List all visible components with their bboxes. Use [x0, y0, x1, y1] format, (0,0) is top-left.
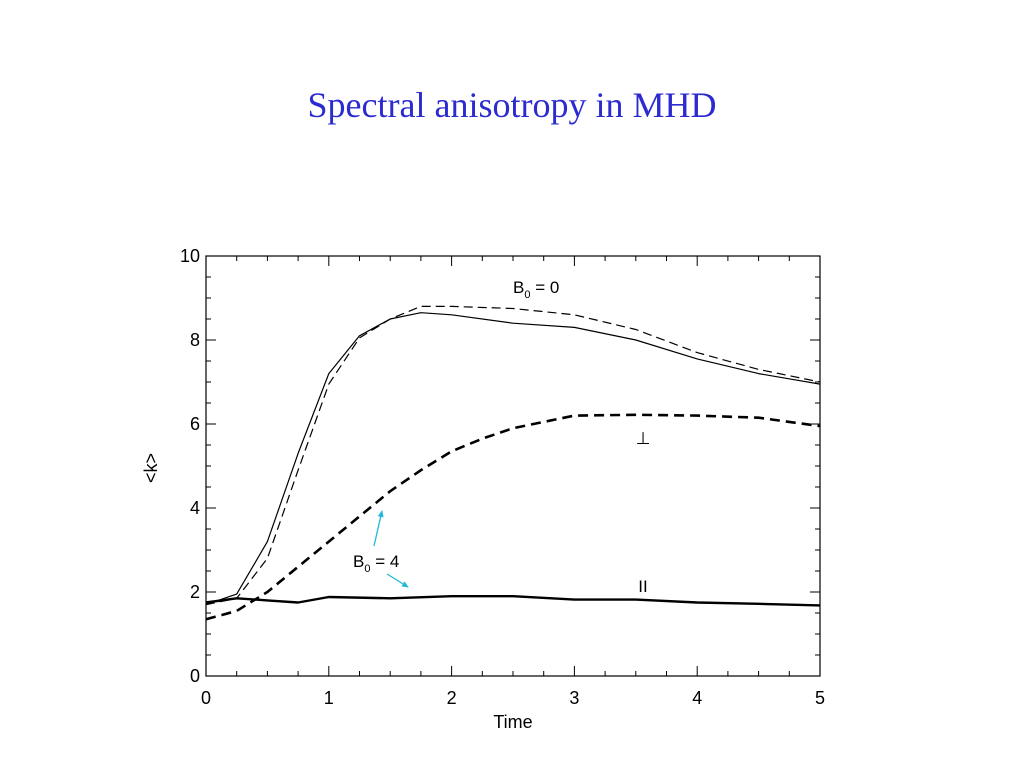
x-tick-label: 5 [815, 688, 825, 708]
ticks-layer [205, 255, 821, 677]
tick-labels: 0 1 2 3 4 5 0 2 4 6 8 10 [180, 246, 825, 708]
series-line-1 [205, 305, 821, 606]
annotation-b0-zero: B0 = 0 [513, 278, 559, 301]
series-line-2 [205, 413, 821, 621]
annotation-b0-four-sub: 0 [364, 563, 370, 575]
annotation-par: II [638, 577, 647, 596]
annotation-arrow-down [386, 573, 409, 588]
annotation-b0-four-main: B [353, 552, 364, 571]
x-axis-label: Time [493, 712, 532, 732]
y-axis-label: <k> [141, 453, 161, 483]
plot-frame [205, 255, 821, 677]
x-tick-label: 0 [201, 688, 211, 708]
y-tick-label: 8 [190, 330, 200, 350]
y-tick-label: 4 [190, 498, 200, 518]
series-layer [205, 305, 821, 621]
annotation-b0-zero-rest: = 0 [530, 278, 559, 297]
y-tick-label: 2 [190, 582, 200, 602]
series-line-3 [205, 595, 821, 607]
slide-title: Spectral anisotropy in MHD [307, 85, 717, 125]
annotation-b0-zero-main: B [513, 278, 524, 297]
x-tick-label: 3 [569, 688, 579, 708]
x-tick-label: 1 [324, 688, 334, 708]
series-line-0 [205, 312, 821, 606]
y-tick-label: 10 [180, 246, 200, 266]
annotation-arrow-up [373, 510, 384, 547]
annotation-b0-zero-sub: 0 [524, 289, 530, 301]
x-tick-label: 2 [447, 688, 457, 708]
x-tick-label: 4 [692, 688, 702, 708]
y-tick-label: 6 [190, 414, 200, 434]
annotation-perp: ⊥ [636, 429, 651, 448]
annotation-b0-four-rest: = 4 [370, 552, 399, 571]
annotation-b0-four: B0 = 4 [353, 552, 399, 575]
y-tick-label: 0 [190, 666, 200, 686]
